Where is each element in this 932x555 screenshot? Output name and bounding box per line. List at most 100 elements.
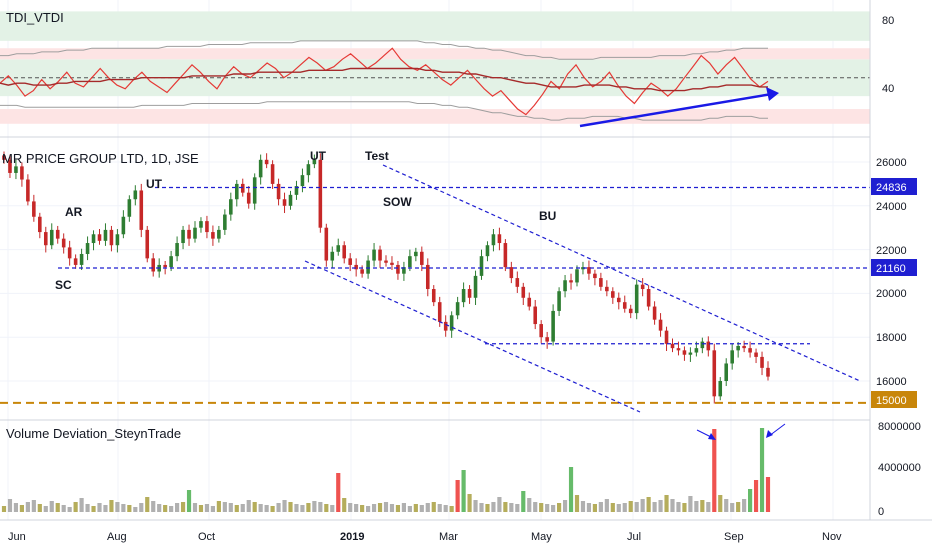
volume-bar bbox=[85, 504, 90, 512]
volume-bar bbox=[676, 502, 681, 512]
candle-body bbox=[581, 267, 585, 270]
volume-tick-0: 0 bbox=[878, 506, 884, 518]
candle-body bbox=[730, 350, 734, 364]
tdi-divergence-arrow bbox=[579, 92, 773, 128]
candle-body bbox=[443, 321, 448, 331]
volume-bar bbox=[652, 502, 657, 512]
volume-bar bbox=[163, 505, 168, 512]
candle-body bbox=[485, 245, 490, 257]
candle-body bbox=[97, 234, 102, 241]
candle-body bbox=[20, 166, 24, 180]
volume-bar bbox=[730, 503, 735, 512]
candle-body bbox=[402, 267, 406, 274]
candle-body bbox=[205, 221, 209, 233]
volume-bar bbox=[192, 503, 198, 512]
candle-body bbox=[497, 234, 502, 244]
candle-body bbox=[587, 267, 591, 274]
candle-body bbox=[760, 356, 764, 368]
volume-bar bbox=[401, 503, 406, 512]
volume-bar bbox=[706, 502, 711, 512]
volume-bar bbox=[312, 501, 317, 512]
candle-body bbox=[509, 267, 514, 279]
volume-bar bbox=[282, 500, 287, 512]
candle-body bbox=[724, 363, 729, 381]
volume-bar bbox=[127, 505, 132, 512]
volume-bar bbox=[216, 501, 221, 512]
volume-bar bbox=[204, 504, 210, 512]
volume-bar bbox=[437, 504, 442, 512]
candle-body bbox=[223, 214, 227, 230]
candle-body bbox=[414, 251, 418, 257]
volume-bar bbox=[461, 470, 466, 512]
candle-body bbox=[282, 199, 287, 206]
time-tick-mar: Mar bbox=[439, 531, 458, 543]
annotation-test: Test bbox=[365, 149, 389, 163]
candle-body bbox=[318, 159, 323, 228]
candle-body bbox=[199, 221, 203, 228]
volume-bar bbox=[610, 503, 615, 512]
volume-bar bbox=[13, 503, 19, 512]
volume-bar bbox=[121, 504, 126, 512]
volume-bar bbox=[413, 504, 418, 512]
volume-bar bbox=[527, 498, 532, 512]
candle-body bbox=[521, 286, 526, 298]
candle-body bbox=[79, 253, 84, 265]
candle-body bbox=[551, 310, 555, 342]
candle-body bbox=[634, 284, 639, 314]
volume-bar bbox=[425, 503, 430, 512]
price-tick-16000: 16000 bbox=[876, 376, 907, 388]
volume-bar bbox=[580, 501, 586, 512]
tdi-rsi-line bbox=[0, 47, 769, 116]
candle-body bbox=[187, 229, 191, 239]
price-tick-22000: 22000 bbox=[876, 245, 907, 257]
level-label-box-15000 bbox=[871, 391, 917, 408]
candle-body bbox=[455, 302, 460, 316]
candle-body bbox=[127, 199, 132, 217]
volume-bar bbox=[742, 499, 747, 512]
candle-body bbox=[712, 350, 717, 397]
candle-body bbox=[396, 264, 400, 274]
volume-bar bbox=[97, 503, 102, 512]
candle-body bbox=[121, 216, 126, 235]
candle-body bbox=[557, 291, 561, 311]
volume-bar bbox=[574, 495, 580, 512]
time-tick-may: May bbox=[531, 531, 552, 543]
candle-body bbox=[420, 251, 424, 265]
volume-bar bbox=[258, 504, 263, 512]
candle-body bbox=[449, 315, 454, 331]
annotation-ar: AR bbox=[65, 205, 83, 219]
candle-body bbox=[599, 278, 603, 287]
volume-bar bbox=[330, 505, 335, 512]
candle-body bbox=[109, 229, 114, 246]
volume-bar bbox=[342, 498, 347, 512]
candle-body bbox=[473, 275, 478, 298]
candle-body bbox=[276, 183, 281, 200]
volume-bar bbox=[646, 497, 651, 512]
candle-body bbox=[646, 289, 651, 307]
volume-bar bbox=[306, 503, 311, 512]
candle-body bbox=[103, 229, 108, 241]
candle-body bbox=[384, 260, 388, 263]
volume-bar bbox=[443, 505, 448, 512]
candle-body bbox=[431, 289, 436, 303]
volume-bar bbox=[228, 503, 233, 512]
candle-body bbox=[91, 234, 96, 244]
candle-body bbox=[151, 258, 156, 272]
volume-bar bbox=[753, 480, 759, 512]
candle-body bbox=[503, 243, 508, 268]
volume-bar bbox=[765, 477, 771, 512]
candle-body bbox=[390, 262, 394, 265]
candle-body bbox=[26, 179, 30, 202]
level-label-15000: 15000 bbox=[876, 395, 907, 407]
candle-body bbox=[38, 216, 42, 233]
tdi-tick-80: 80 bbox=[882, 15, 894, 27]
tdi-green-zone bbox=[0, 11, 870, 41]
volume-bar bbox=[79, 498, 84, 512]
time-tick-nov: Nov bbox=[822, 531, 842, 543]
volume-bar bbox=[157, 504, 162, 512]
tdi-tick-40: 40 bbox=[882, 83, 894, 95]
volume-bar bbox=[103, 505, 108, 512]
candle-body bbox=[575, 269, 579, 283]
volume-bar bbox=[115, 502, 120, 512]
volume-title: Volume Deviation_SteynTrade bbox=[6, 426, 181, 441]
